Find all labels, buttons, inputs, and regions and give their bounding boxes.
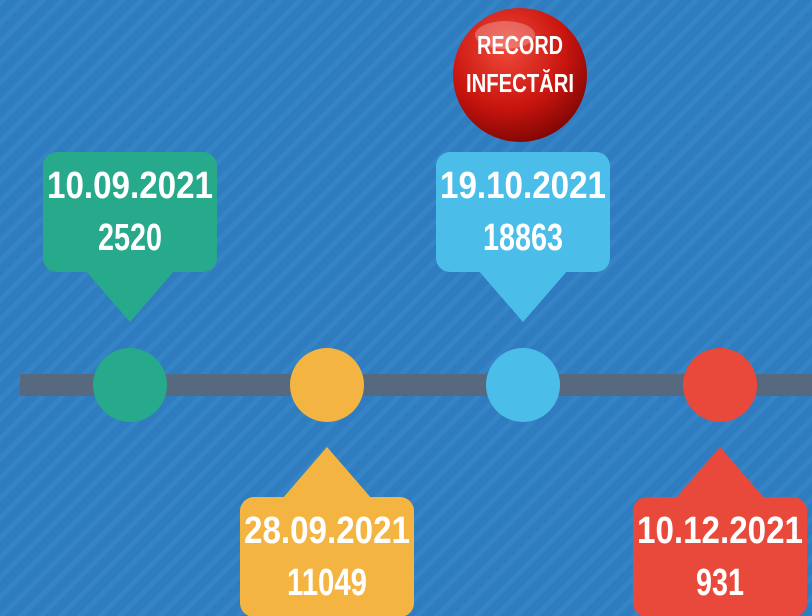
event-count: 18863 <box>483 217 563 259</box>
event-date: 28.09.2021 <box>244 510 410 552</box>
event-date: 10.09.2021 <box>47 165 213 207</box>
event-count: 931 <box>696 562 744 604</box>
event-date: 19.10.2021 <box>440 165 606 207</box>
badge-text: INFECTĂRI <box>466 68 574 98</box>
event-dot <box>486 348 560 422</box>
event-date: 10.12.2021 <box>637 510 803 552</box>
event-dot <box>683 348 757 422</box>
event-dot <box>93 348 167 422</box>
timeline: 10.09.2021 2520 28.09.2021 11049 19.10.2021 1… <box>0 0 812 616</box>
event-count: 11049 <box>287 562 367 604</box>
event-count: 2520 <box>98 217 162 259</box>
event-dot <box>290 348 364 422</box>
page: 10.09.2021 2520 28.09.2021 11049 19.10.2021 1… <box>0 0 812 616</box>
badge-text: RECORD <box>477 30 563 60</box>
